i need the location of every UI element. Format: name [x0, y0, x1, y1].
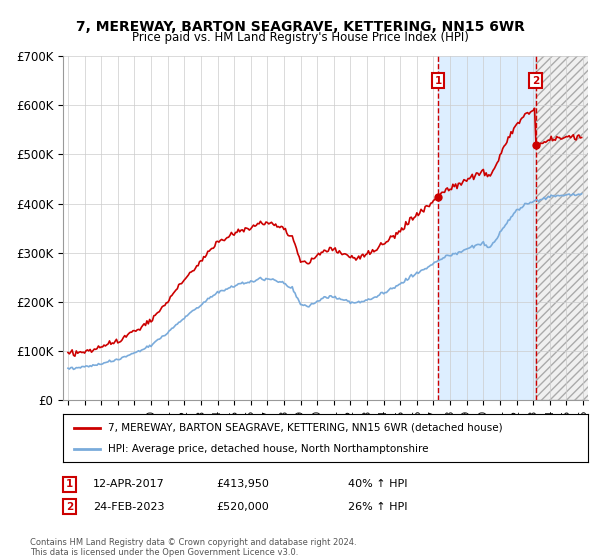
- Text: £413,950: £413,950: [216, 479, 269, 489]
- Text: 1: 1: [66, 479, 73, 489]
- Text: 24-FEB-2023: 24-FEB-2023: [93, 502, 164, 512]
- Text: HPI: Average price, detached house, North Northamptonshire: HPI: Average price, detached house, Nort…: [107, 444, 428, 454]
- Bar: [438, 56, 536, 400]
- Bar: [536, 56, 592, 400]
- Text: 12-APR-2017: 12-APR-2017: [93, 479, 165, 489]
- Text: 40% ↑ HPI: 40% ↑ HPI: [348, 479, 407, 489]
- Text: 2: 2: [66, 502, 73, 512]
- Text: £520,000: £520,000: [216, 502, 269, 512]
- Text: 7, MEREWAY, BARTON SEAGRAVE, KETTERING, NN15 6WR: 7, MEREWAY, BARTON SEAGRAVE, KETTERING, …: [76, 20, 524, 34]
- Text: 26% ↑ HPI: 26% ↑ HPI: [348, 502, 407, 512]
- Text: Contains HM Land Registry data © Crown copyright and database right 2024.
This d: Contains HM Land Registry data © Crown c…: [30, 538, 356, 557]
- Text: Price paid vs. HM Land Registry's House Price Index (HPI): Price paid vs. HM Land Registry's House …: [131, 31, 469, 44]
- Text: 2: 2: [532, 76, 539, 86]
- Text: 7, MEREWAY, BARTON SEAGRAVE, KETTERING, NN15 6WR (detached house): 7, MEREWAY, BARTON SEAGRAVE, KETTERING, …: [107, 423, 502, 433]
- Text: 1: 1: [434, 76, 442, 86]
